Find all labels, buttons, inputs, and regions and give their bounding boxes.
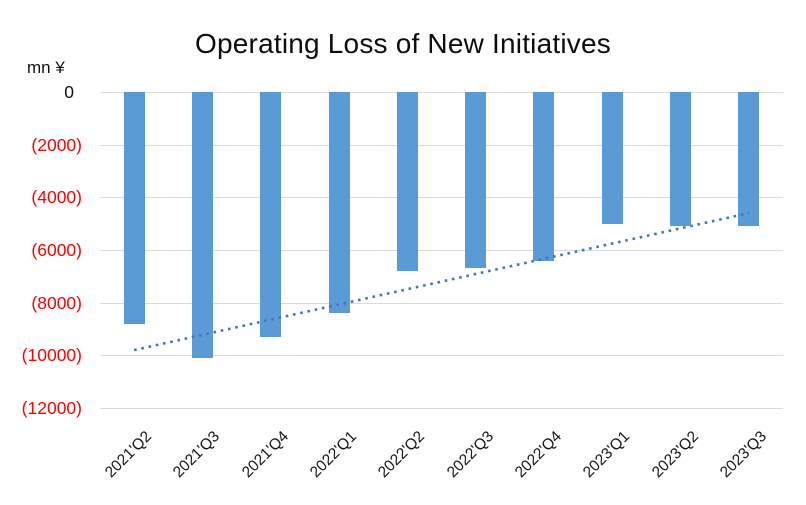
y-axis-unit-label: mn ¥ [27, 58, 65, 77]
bar [260, 92, 282, 337]
y-tick-label: (4000) [31, 187, 82, 208]
bar [738, 92, 760, 227]
bar [465, 92, 487, 269]
gridline [100, 144, 783, 146]
gridline [100, 250, 783, 251]
bar [191, 92, 213, 358]
gridline [100, 302, 783, 304]
bar [533, 92, 555, 261]
trendline [133, 211, 750, 352]
bar [328, 92, 350, 314]
chart-title: Operating Loss of New Initiatives [195, 28, 611, 59]
y-tick-label: (8000) [31, 292, 82, 313]
y-tick-label: (6000) [31, 240, 82, 260]
plot-area [100, 92, 783, 409]
bar [601, 92, 623, 224]
y-tick-label: 0 [64, 82, 74, 102]
gridline [100, 355, 783, 357]
gridline [100, 408, 783, 409]
trendline-path [133, 211, 750, 352]
gridline [100, 92, 783, 93]
gridline [100, 197, 783, 199]
x-axis-label: 2023'Q3 [716, 428, 770, 482]
y-tick-label: (2000) [31, 134, 82, 155]
bar [123, 92, 145, 324]
y-tick-label: (12000) [21, 398, 82, 418]
bar [670, 92, 692, 227]
y-tick-label: (10000) [21, 345, 82, 366]
bar [396, 92, 418, 272]
